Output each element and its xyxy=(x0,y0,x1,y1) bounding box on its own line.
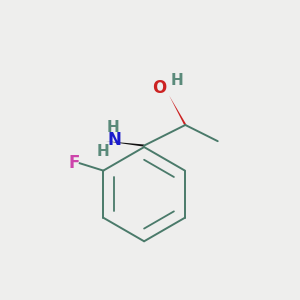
Text: H: H xyxy=(170,73,183,88)
Text: H: H xyxy=(107,120,120,135)
Polygon shape xyxy=(169,95,186,125)
Polygon shape xyxy=(106,141,144,147)
Text: F: F xyxy=(69,154,80,172)
Text: H: H xyxy=(97,144,109,159)
Text: N: N xyxy=(108,131,122,149)
Text: O: O xyxy=(152,79,166,97)
